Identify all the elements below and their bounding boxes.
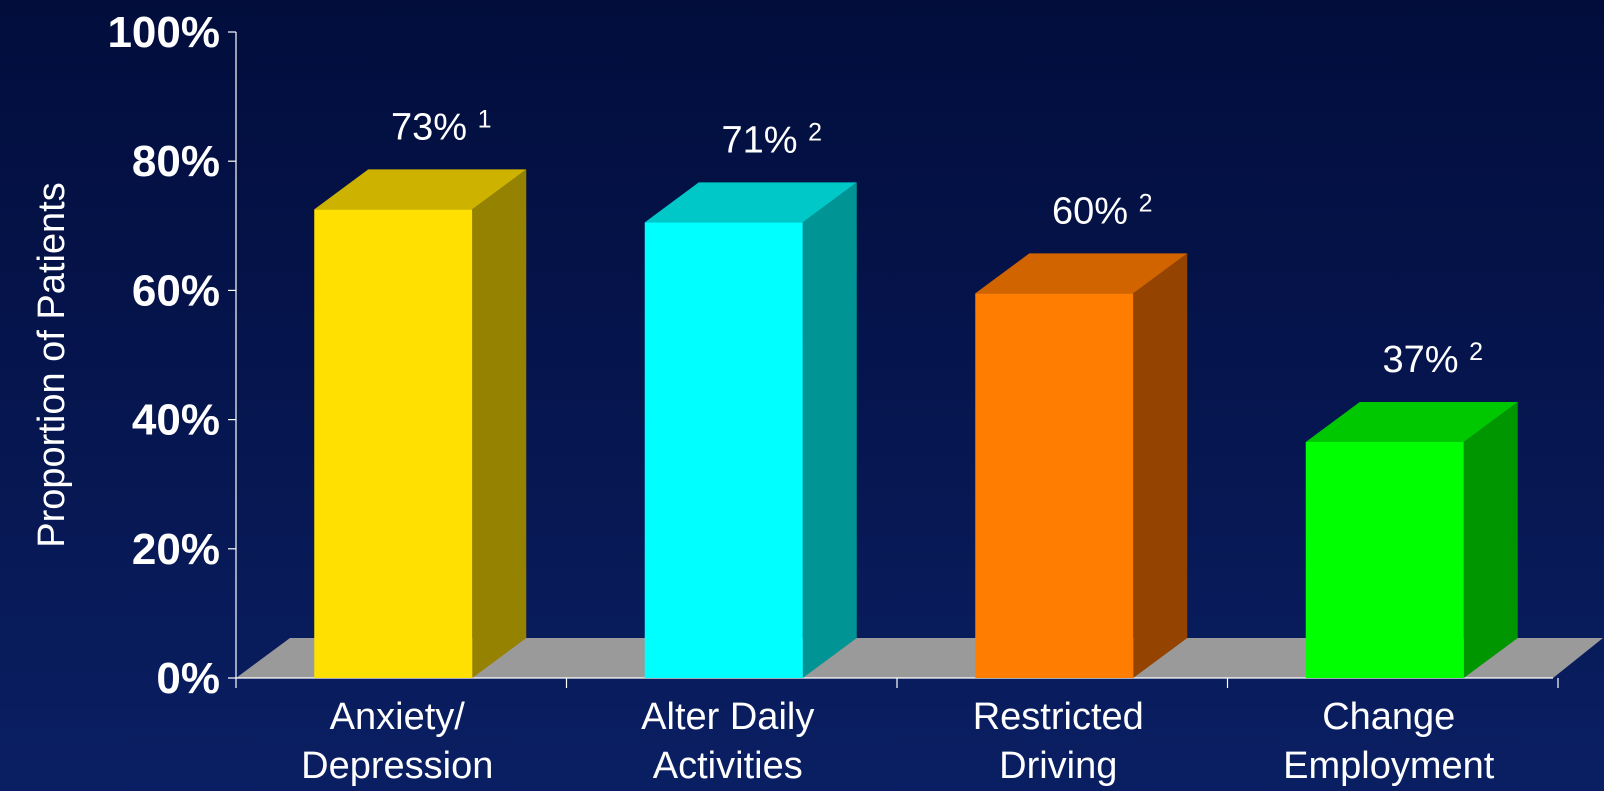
- bar-top-face: [314, 169, 527, 210]
- y-axis-label: Proportion of Patients: [31, 182, 73, 547]
- category-label: Change Employment: [1283, 696, 1495, 787]
- y-tick-label: 60%: [132, 266, 220, 315]
- category-label: Anxiety/Depression: [301, 696, 493, 787]
- bar-top-face: [644, 182, 857, 223]
- data-label: 60% 2: [1052, 189, 1153, 232]
- data-label: 37% 2: [1382, 338, 1483, 381]
- footnote-marker: 2: [1139, 189, 1153, 217]
- bar-front-face: [314, 209, 473, 679]
- bar-side-face: [802, 182, 857, 678]
- bar-front-face: [1305, 441, 1464, 678]
- footnote-marker: 1: [478, 105, 492, 133]
- y-tick-label: 40%: [132, 396, 220, 445]
- bar: [314, 169, 527, 679]
- bar-side-face: [472, 169, 527, 679]
- y-tick-label: 0%: [156, 654, 220, 703]
- y-tick-label: 100%: [107, 8, 220, 57]
- bar-side-face: [1463, 401, 1518, 678]
- chart-floor: [236, 638, 1603, 678]
- bar-top-face: [975, 253, 1188, 294]
- bar-side-face: [1133, 253, 1188, 678]
- bar: [1305, 401, 1518, 678]
- bars: [314, 169, 1518, 679]
- y-tick-label: 20%: [132, 525, 220, 574]
- footnote-marker: 2: [808, 118, 822, 146]
- bar: [644, 182, 857, 678]
- category-label: Restricted Driving: [973, 696, 1144, 787]
- data-label: 71% 2: [721, 118, 822, 161]
- category-label: Alter Daily Activities: [641, 696, 814, 787]
- footnote-marker: 2: [1469, 338, 1483, 366]
- labels: 73% 1 Anxiety/Depression 71% 2 Alter Daily A…: [301, 105, 1495, 787]
- bar-front-face: [975, 293, 1134, 678]
- axes: 0% 20% 40% 60% 80% 100%: [107, 8, 1559, 703]
- bar-top-face: [1305, 401, 1518, 442]
- bar: [975, 253, 1188, 678]
- data-label: 73% 1: [391, 105, 492, 148]
- y-tick-label: 80%: [132, 137, 220, 186]
- bar-front-face: [644, 222, 803, 678]
